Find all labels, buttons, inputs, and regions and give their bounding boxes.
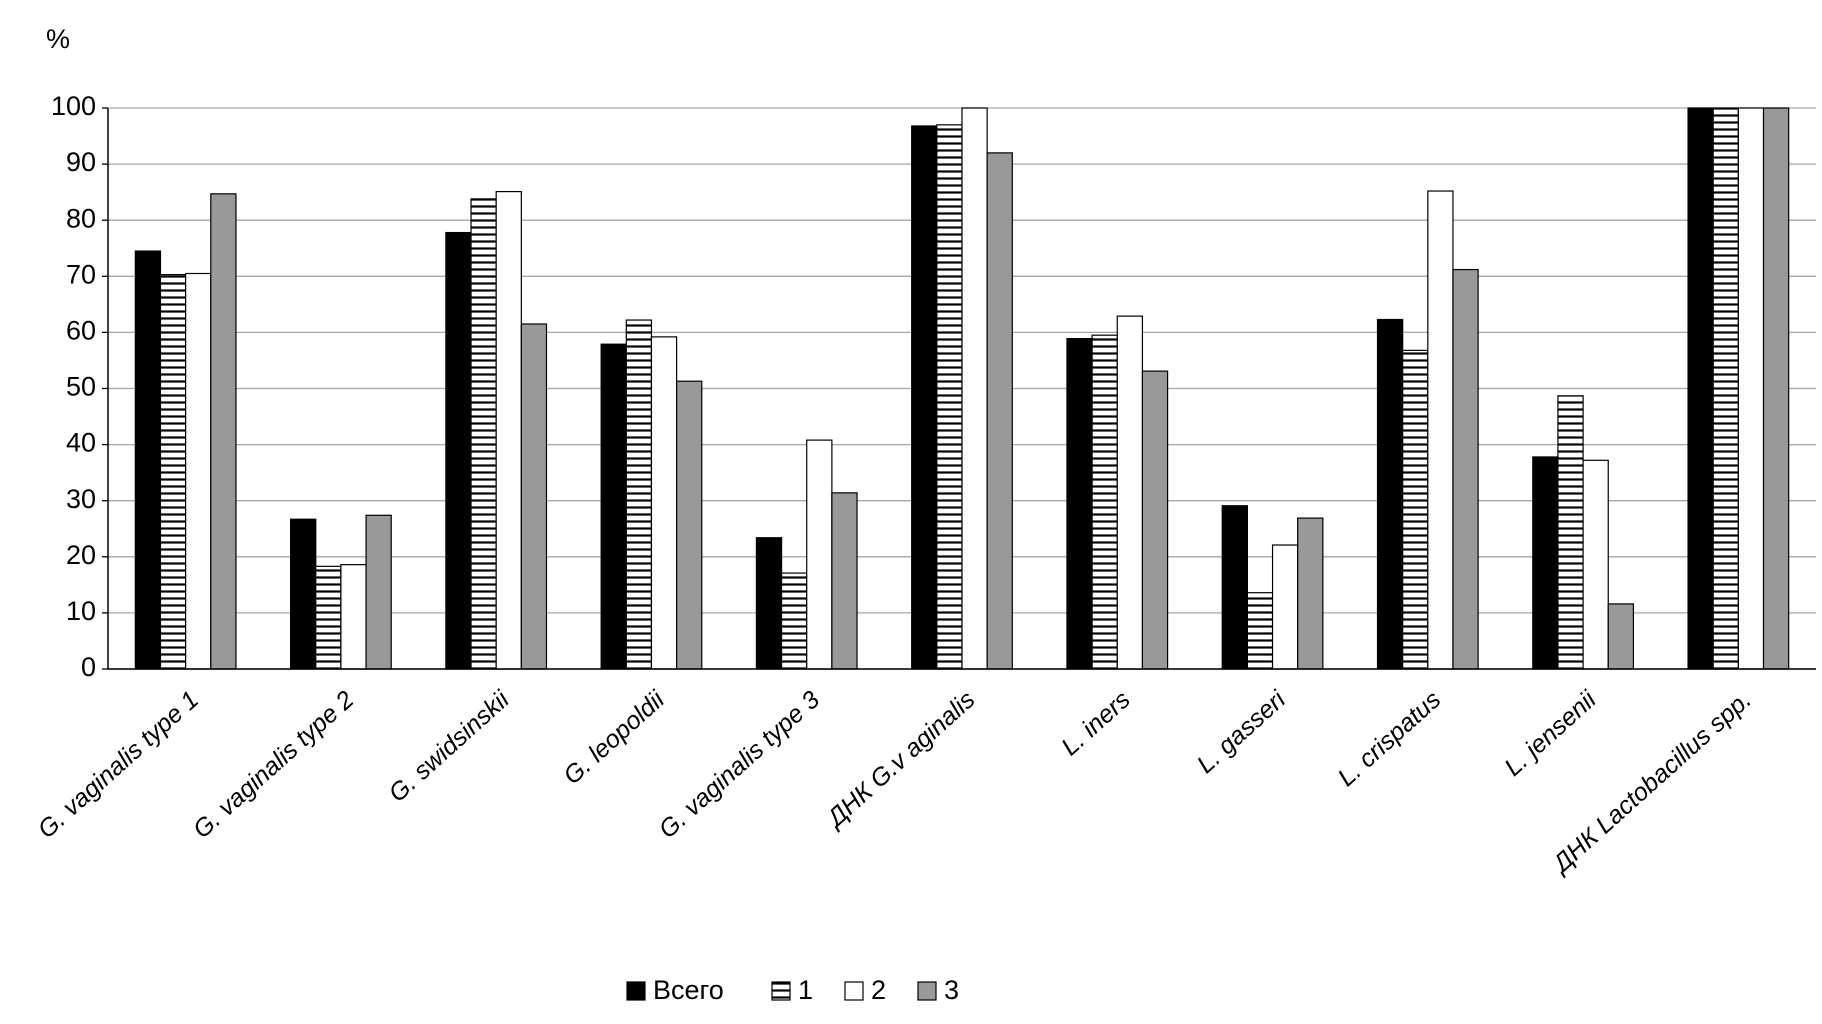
legend-swatch: [771, 981, 791, 1001]
legend-swatch: [626, 981, 646, 1001]
bar: [520, 323, 548, 670]
bar: [1402, 349, 1429, 670]
bar: [1376, 318, 1404, 670]
bar: [1297, 517, 1324, 670]
bar: [911, 125, 938, 670]
x-tick-label: L. crispatus: [1333, 686, 1447, 792]
bar: [340, 564, 367, 670]
bar: [470, 198, 497, 670]
bar: [986, 152, 1013, 670]
y-tick-label: 20: [66, 540, 96, 570]
x-tick-label: G. leopoldii: [558, 685, 671, 790]
bar: [1607, 603, 1634, 670]
legend-label: 2: [871, 975, 886, 1005]
bar: [755, 537, 783, 670]
y-tick-label: 30: [66, 484, 96, 514]
bar: [159, 274, 187, 670]
legend-label: Всего: [653, 975, 724, 1005]
bar: [315, 565, 342, 670]
bar: [185, 272, 212, 670]
x-tick-label: G. vaginalis type 1: [32, 686, 204, 844]
bar: [1737, 107, 1765, 670]
bar: [1687, 107, 1714, 670]
bar: [1271, 544, 1299, 670]
bar: [676, 380, 703, 670]
bar: [625, 319, 653, 670]
y-tick-label: 50: [66, 372, 96, 402]
y-tick-label: 40: [66, 428, 96, 458]
x-tick-label: ДНК G.v aginalis: [820, 686, 981, 835]
y-tick-label: 100: [51, 91, 96, 121]
x-tick-label: G. vaginalis type 2: [188, 686, 360, 844]
bar: [1066, 337, 1093, 670]
bar: [290, 518, 317, 670]
x-tick-label: G. swidsinskii: [383, 685, 515, 808]
legend-label: 3: [944, 975, 959, 1005]
bar: [365, 514, 392, 670]
x-tick-label: G. vaginalis type 3: [654, 686, 826, 844]
bar: [1557, 395, 1584, 670]
bar: [1427, 190, 1454, 670]
bar: [210, 193, 237, 670]
bar: [1582, 459, 1609, 670]
x-tick-label: L. iners: [1056, 686, 1136, 762]
bar: [936, 124, 963, 670]
bar: [650, 336, 678, 670]
bar: [495, 190, 522, 670]
y-axis-label: %: [46, 24, 70, 54]
x-tick-label: L. gasseri: [1192, 685, 1292, 779]
y-tick-label: 90: [66, 147, 96, 177]
y-tick-label: 10: [66, 596, 96, 626]
legend-label: 1: [798, 975, 813, 1005]
bar: [780, 572, 808, 670]
bar: [806, 439, 833, 670]
bar: [1246, 592, 1274, 670]
bar: [1116, 315, 1144, 670]
bar: [134, 250, 162, 670]
bar: [1532, 456, 1559, 670]
bar: [831, 492, 858, 670]
bar: [1762, 107, 1790, 670]
bar: [1452, 268, 1479, 670]
legend-swatch: [917, 981, 937, 1001]
y-tick-label: 0: [81, 652, 96, 682]
bar: [1141, 370, 1169, 670]
y-tick-label: 70: [66, 259, 96, 289]
x-tick-label: L. jensenii: [1499, 685, 1602, 782]
bar: [1221, 505, 1248, 670]
bar: [961, 107, 988, 670]
bar: [1712, 107, 1739, 670]
legend-swatch: [844, 981, 864, 1001]
bar: [600, 343, 627, 670]
y-tick-label: 80: [66, 203, 96, 233]
bar: [445, 231, 472, 670]
bar: [1091, 334, 1118, 670]
y-tick-label: 60: [66, 316, 96, 346]
